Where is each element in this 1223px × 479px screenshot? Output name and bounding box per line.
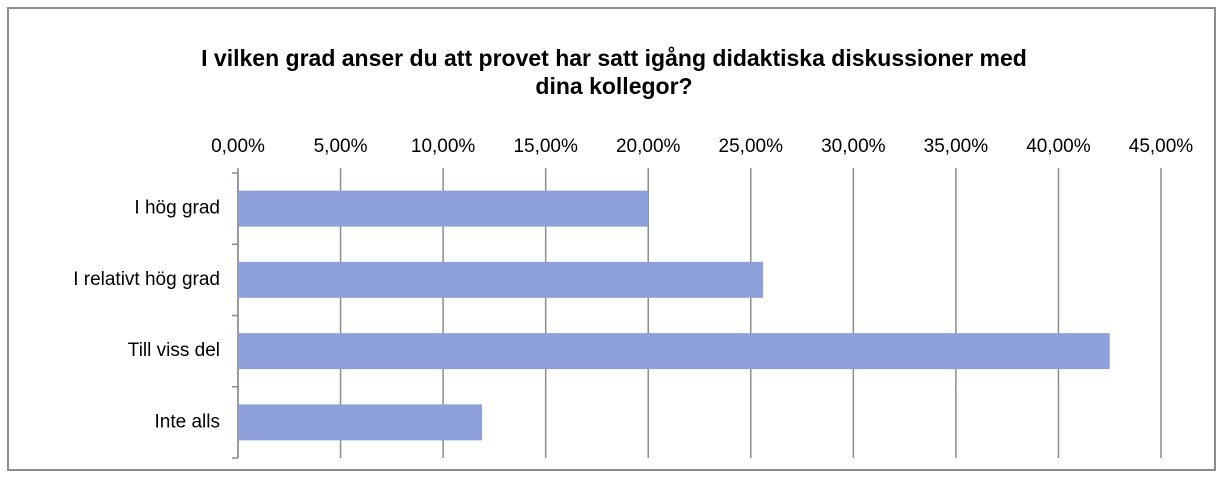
x-tick-label: 35,00% xyxy=(924,136,989,157)
x-tick-label: 20,00% xyxy=(616,136,681,157)
bar xyxy=(238,404,483,441)
chart-border xyxy=(7,7,1216,471)
y-tick-label: Inte alls xyxy=(155,411,220,432)
bar xyxy=(238,261,764,298)
y-tick-label: I relativt hög grad xyxy=(73,269,220,290)
y-tick-label: I hög grad xyxy=(134,198,220,219)
x-tick-label: 25,00% xyxy=(719,136,784,157)
y-tick-label: Till viss del xyxy=(128,340,220,361)
x-tick-label: 30,00% xyxy=(821,136,886,157)
bar xyxy=(238,333,1110,370)
x-tick-label: 5,00% xyxy=(314,136,368,157)
x-tick-label: 0,00% xyxy=(211,136,265,157)
x-tick-label: 40,00% xyxy=(1026,136,1091,157)
chart-title: I vilken grad anser du att provet har sa… xyxy=(201,45,1027,99)
x-tick-label: 15,00% xyxy=(513,136,578,157)
x-tick-label: 45,00% xyxy=(1129,136,1194,157)
bar xyxy=(238,190,649,227)
x-tick-label: 10,00% xyxy=(411,136,476,157)
